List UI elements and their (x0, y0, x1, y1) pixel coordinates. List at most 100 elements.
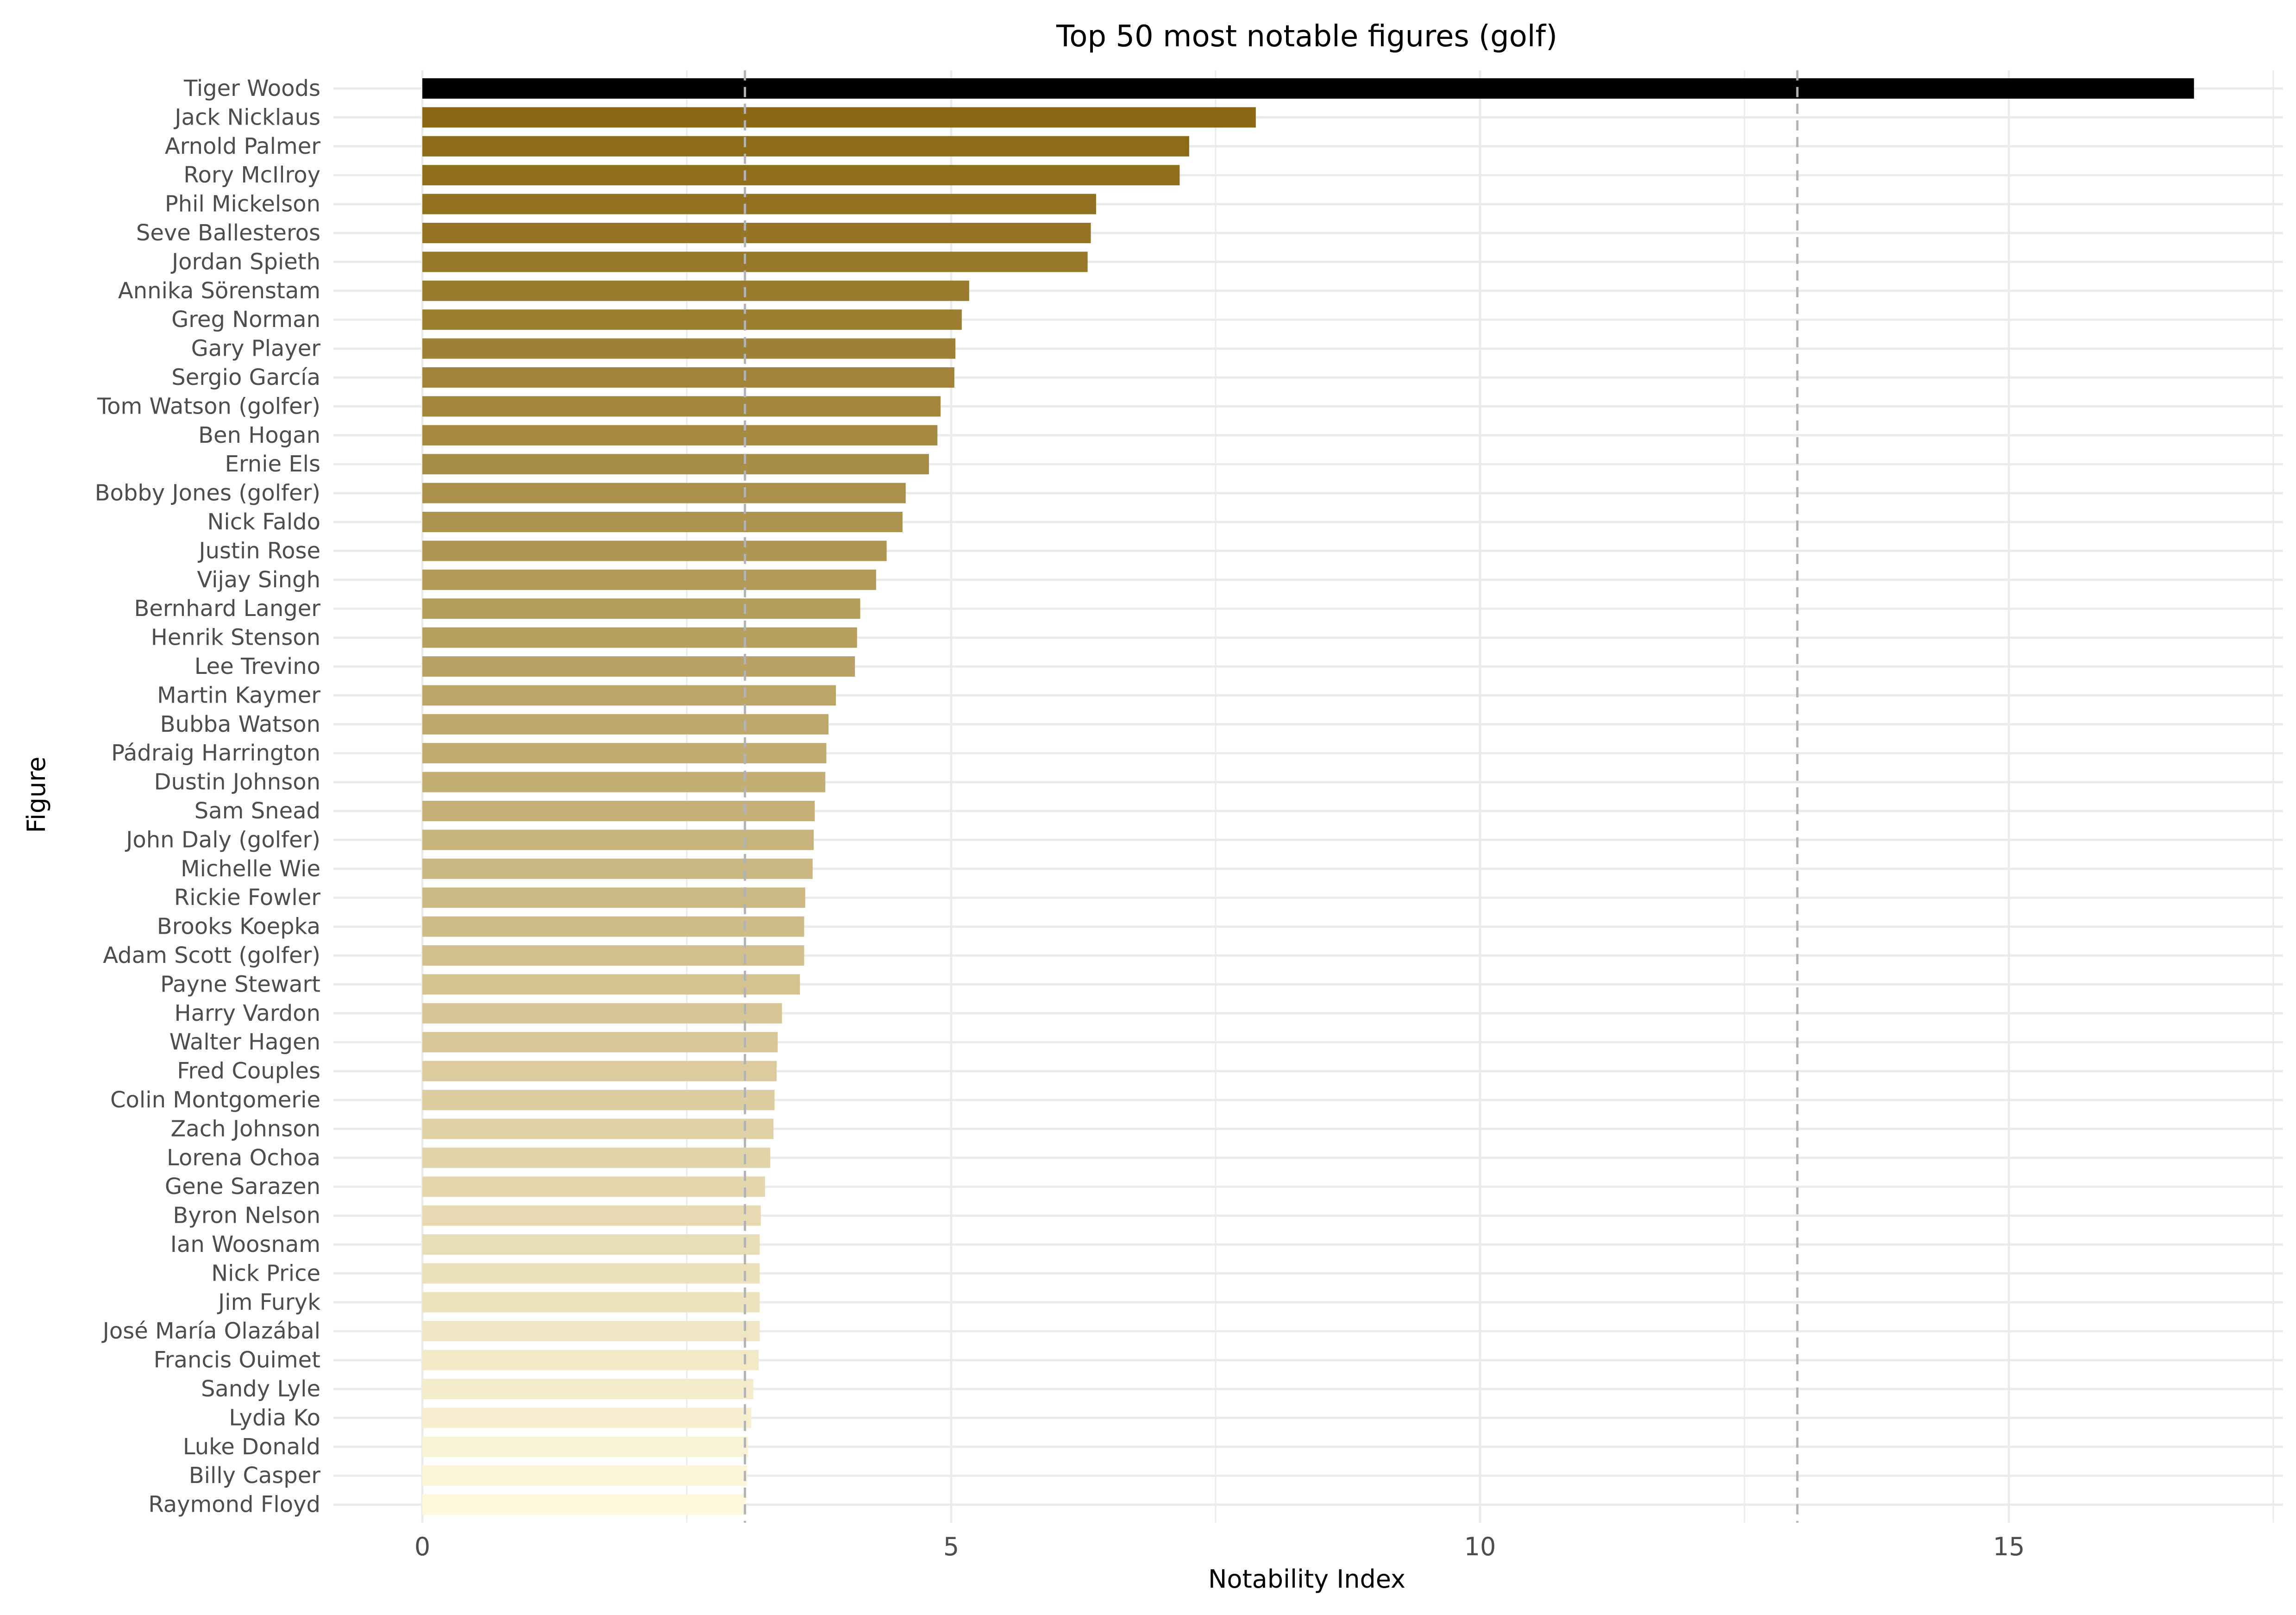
y-tick-label: Michelle Wie (181, 856, 320, 882)
x-tick-label: 0 (414, 1532, 430, 1561)
bar (422, 1494, 746, 1515)
bar (422, 801, 815, 821)
y-tick-label: José María Olazábal (101, 1318, 320, 1344)
x-tick-label: 15 (1993, 1532, 2025, 1561)
bar (422, 280, 969, 301)
bar (422, 223, 1091, 243)
y-tick-label: Arnold Palmer (165, 133, 320, 159)
y-tick-label: Pádraig Harrington (111, 740, 320, 766)
y-tick-label: Francis Ouimet (154, 1347, 320, 1373)
y-tick-label: Dustin Johnson (154, 769, 320, 795)
bar (422, 1321, 760, 1342)
y-tick-label: Nick Faldo (207, 509, 320, 535)
y-tick-label: Raymond Floyd (148, 1492, 320, 1518)
y-tick-label: Gene Sarazen (165, 1174, 320, 1200)
bar (422, 1119, 774, 1139)
bar (422, 743, 827, 764)
bar (422, 1032, 778, 1053)
y-axis-title: Figure (22, 757, 51, 833)
bar (422, 107, 1256, 128)
bar (422, 1379, 753, 1399)
x-tick-labels: 0 5 10 15 (414, 1532, 2025, 1561)
bar (422, 1350, 759, 1370)
bar (422, 1234, 760, 1255)
y-tick-label: Ernie Els (225, 451, 320, 477)
y-tick-label: Jordan Spieth (170, 249, 320, 275)
y-tick-label: Lee Trevino (194, 654, 320, 679)
y-tick-label: Justin Rose (197, 538, 320, 564)
y-tick-label: Bernhard Langer (134, 596, 320, 622)
y-tick-label: Jim Furyk (217, 1289, 320, 1315)
y-tick-label: Tom Watson (golfer) (97, 393, 320, 419)
bar (422, 829, 814, 850)
bar (422, 396, 941, 417)
chart-title: Top 50 most notable figures (golf) (1056, 19, 1557, 54)
bar (422, 627, 857, 648)
y-tick-label: Harry Vardon (175, 1000, 320, 1026)
y-tick-labels: Tiger Woods Jack Nicklaus Arnold Palmer Ror… (95, 75, 321, 1518)
x-axis-title: Notability Index (1208, 1565, 1405, 1594)
y-tick-label: Tiger Woods (183, 75, 320, 101)
bar (422, 1147, 771, 1168)
y-tick-label: Zach Johnson (170, 1116, 320, 1142)
bar (422, 945, 804, 966)
bar (422, 136, 1189, 157)
y-tick-label: Jack Nicklaus (173, 104, 320, 130)
y-tick-label: Bubba Watson (160, 711, 320, 737)
bar (422, 1003, 782, 1024)
y-tick-label: Ian Woosnam (170, 1232, 320, 1257)
x-tick-label: 10 (1464, 1532, 1496, 1561)
y-tick-label: Martin Kaymer (157, 682, 320, 708)
bar (422, 1408, 752, 1428)
bar (422, 483, 906, 503)
y-tick-label: Byron Nelson (173, 1203, 320, 1229)
y-tick-label: Adam Scott (golfer) (103, 943, 320, 968)
bar (422, 1436, 748, 1457)
y-tick-label: Rory McIlroy (183, 162, 320, 188)
y-tick-label: Vijay Singh (197, 567, 320, 593)
bar (422, 858, 813, 879)
y-tick-label: Rickie Fowler (174, 885, 320, 911)
bar (422, 1263, 760, 1284)
y-tick-label: Henrik Stenson (151, 625, 320, 651)
bar (422, 772, 826, 792)
y-tick-label: Colin Montgomerie (110, 1087, 320, 1113)
y-tick-label: Sam Snead (194, 798, 320, 824)
bar (422, 656, 855, 677)
bar (422, 338, 956, 359)
bar (422, 165, 1180, 186)
bar (422, 425, 938, 446)
bar (422, 251, 1088, 272)
y-tick-label: Bobby Jones (golfer) (95, 480, 320, 506)
bar (422, 512, 903, 532)
y-tick-label: Walter Hagen (169, 1029, 320, 1055)
y-tick-label: Payne Stewart (160, 971, 320, 997)
y-tick-label: Phil Mickelson (165, 191, 320, 217)
bar (422, 685, 836, 706)
y-tick-label: Sandy Lyle (201, 1376, 320, 1402)
bar (422, 1176, 765, 1197)
bar (422, 569, 876, 590)
bar (422, 367, 954, 388)
bars (422, 78, 2194, 1515)
bar (422, 1205, 761, 1226)
y-tick-label: Billy Casper (189, 1463, 321, 1489)
y-tick-label: Annika Sörenstam (118, 278, 320, 304)
y-tick-label: Luke Donald (183, 1434, 320, 1460)
bar (422, 78, 2194, 99)
bar (422, 1292, 760, 1313)
bar (422, 1061, 777, 1081)
y-tick-label: Ben Hogan (198, 422, 320, 448)
bar (422, 916, 804, 937)
bar (422, 1090, 775, 1110)
y-tick-label: Sergio García (171, 364, 320, 390)
bar (422, 194, 1096, 214)
y-tick-label: Nick Price (211, 1260, 320, 1286)
y-tick-label: John Daly (golfer) (125, 827, 320, 853)
bar (422, 540, 887, 561)
bar (422, 1465, 747, 1486)
y-tick-label: Brooks Koepka (157, 914, 320, 940)
y-tick-label: Lydia Ko (229, 1405, 320, 1431)
